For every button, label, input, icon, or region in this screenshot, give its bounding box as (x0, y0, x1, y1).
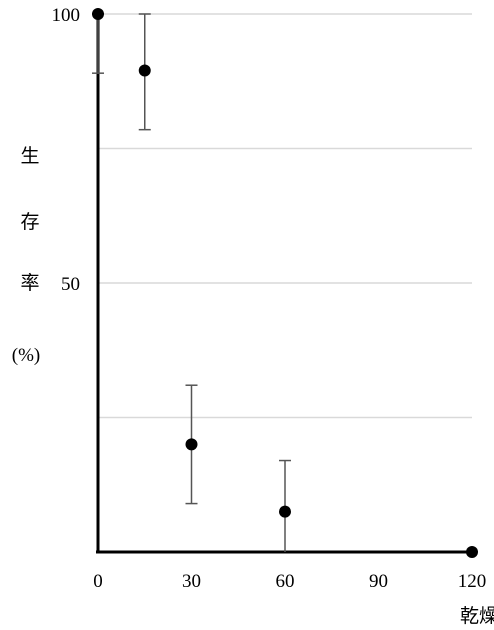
axes (96, 10, 472, 554)
y-axis-label-char: (%) (12, 345, 40, 366)
y-axis-label-char: 存 (20, 211, 39, 233)
x-tick-label: 60 (276, 571, 295, 592)
y-tick-labels: 100 50 (52, 5, 81, 295)
x-tick-label: 90 (369, 571, 388, 592)
y-tick-label: 100 (52, 5, 81, 26)
data-point (92, 8, 104, 20)
x-axis-label: 乾燥 (460, 605, 494, 627)
x-tick-label: 30 (182, 571, 201, 592)
data-points (92, 8, 478, 558)
data-point (138, 64, 151, 77)
data-point (185, 438, 198, 451)
gridlines (98, 13, 472, 419)
data-point (466, 546, 478, 558)
x-tick-label: 0 (93, 571, 103, 592)
y-axis-label-char: 生 (20, 145, 39, 167)
y-tick-label: 50 (61, 274, 80, 295)
y-axis-label-char: 率 (20, 272, 39, 294)
x-tick-labels: 0 30 60 90 120 (93, 571, 486, 592)
y-axis-label: 生存率 (%) (12, 145, 40, 366)
x-tick-label: 120 (458, 571, 487, 592)
data-point (279, 505, 291, 518)
